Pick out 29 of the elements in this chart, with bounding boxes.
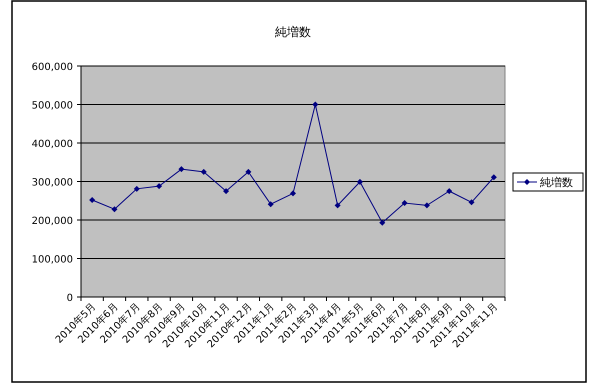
point xyxy=(178,166,184,172)
point xyxy=(245,168,252,175)
chart-title: 純増数 xyxy=(275,25,311,39)
point xyxy=(424,202,430,208)
point xyxy=(111,206,118,212)
point xyxy=(312,102,318,108)
y-tick-label: 0 xyxy=(66,293,73,304)
legend-label: 純増数 xyxy=(540,176,573,189)
point xyxy=(134,186,140,192)
legend: 純増数 xyxy=(512,172,584,192)
y-tick-label: 200,000 xyxy=(32,216,73,227)
y-tick-label: 400,000 xyxy=(32,139,73,150)
point xyxy=(290,190,296,196)
point xyxy=(268,201,274,208)
point xyxy=(402,200,408,206)
point xyxy=(490,174,497,180)
point xyxy=(89,196,96,203)
point xyxy=(334,202,341,208)
point xyxy=(223,188,230,194)
point xyxy=(468,199,475,206)
point xyxy=(156,183,162,190)
point xyxy=(200,168,207,175)
y-tick-label: 300,000 xyxy=(32,178,73,188)
y-tick-label: 100,000 xyxy=(32,254,73,266)
point xyxy=(356,178,363,185)
y-tick-label: 500,000 xyxy=(32,100,73,112)
point xyxy=(379,220,386,226)
point xyxy=(446,188,452,194)
y-tick-label: 600,000 xyxy=(32,62,73,73)
